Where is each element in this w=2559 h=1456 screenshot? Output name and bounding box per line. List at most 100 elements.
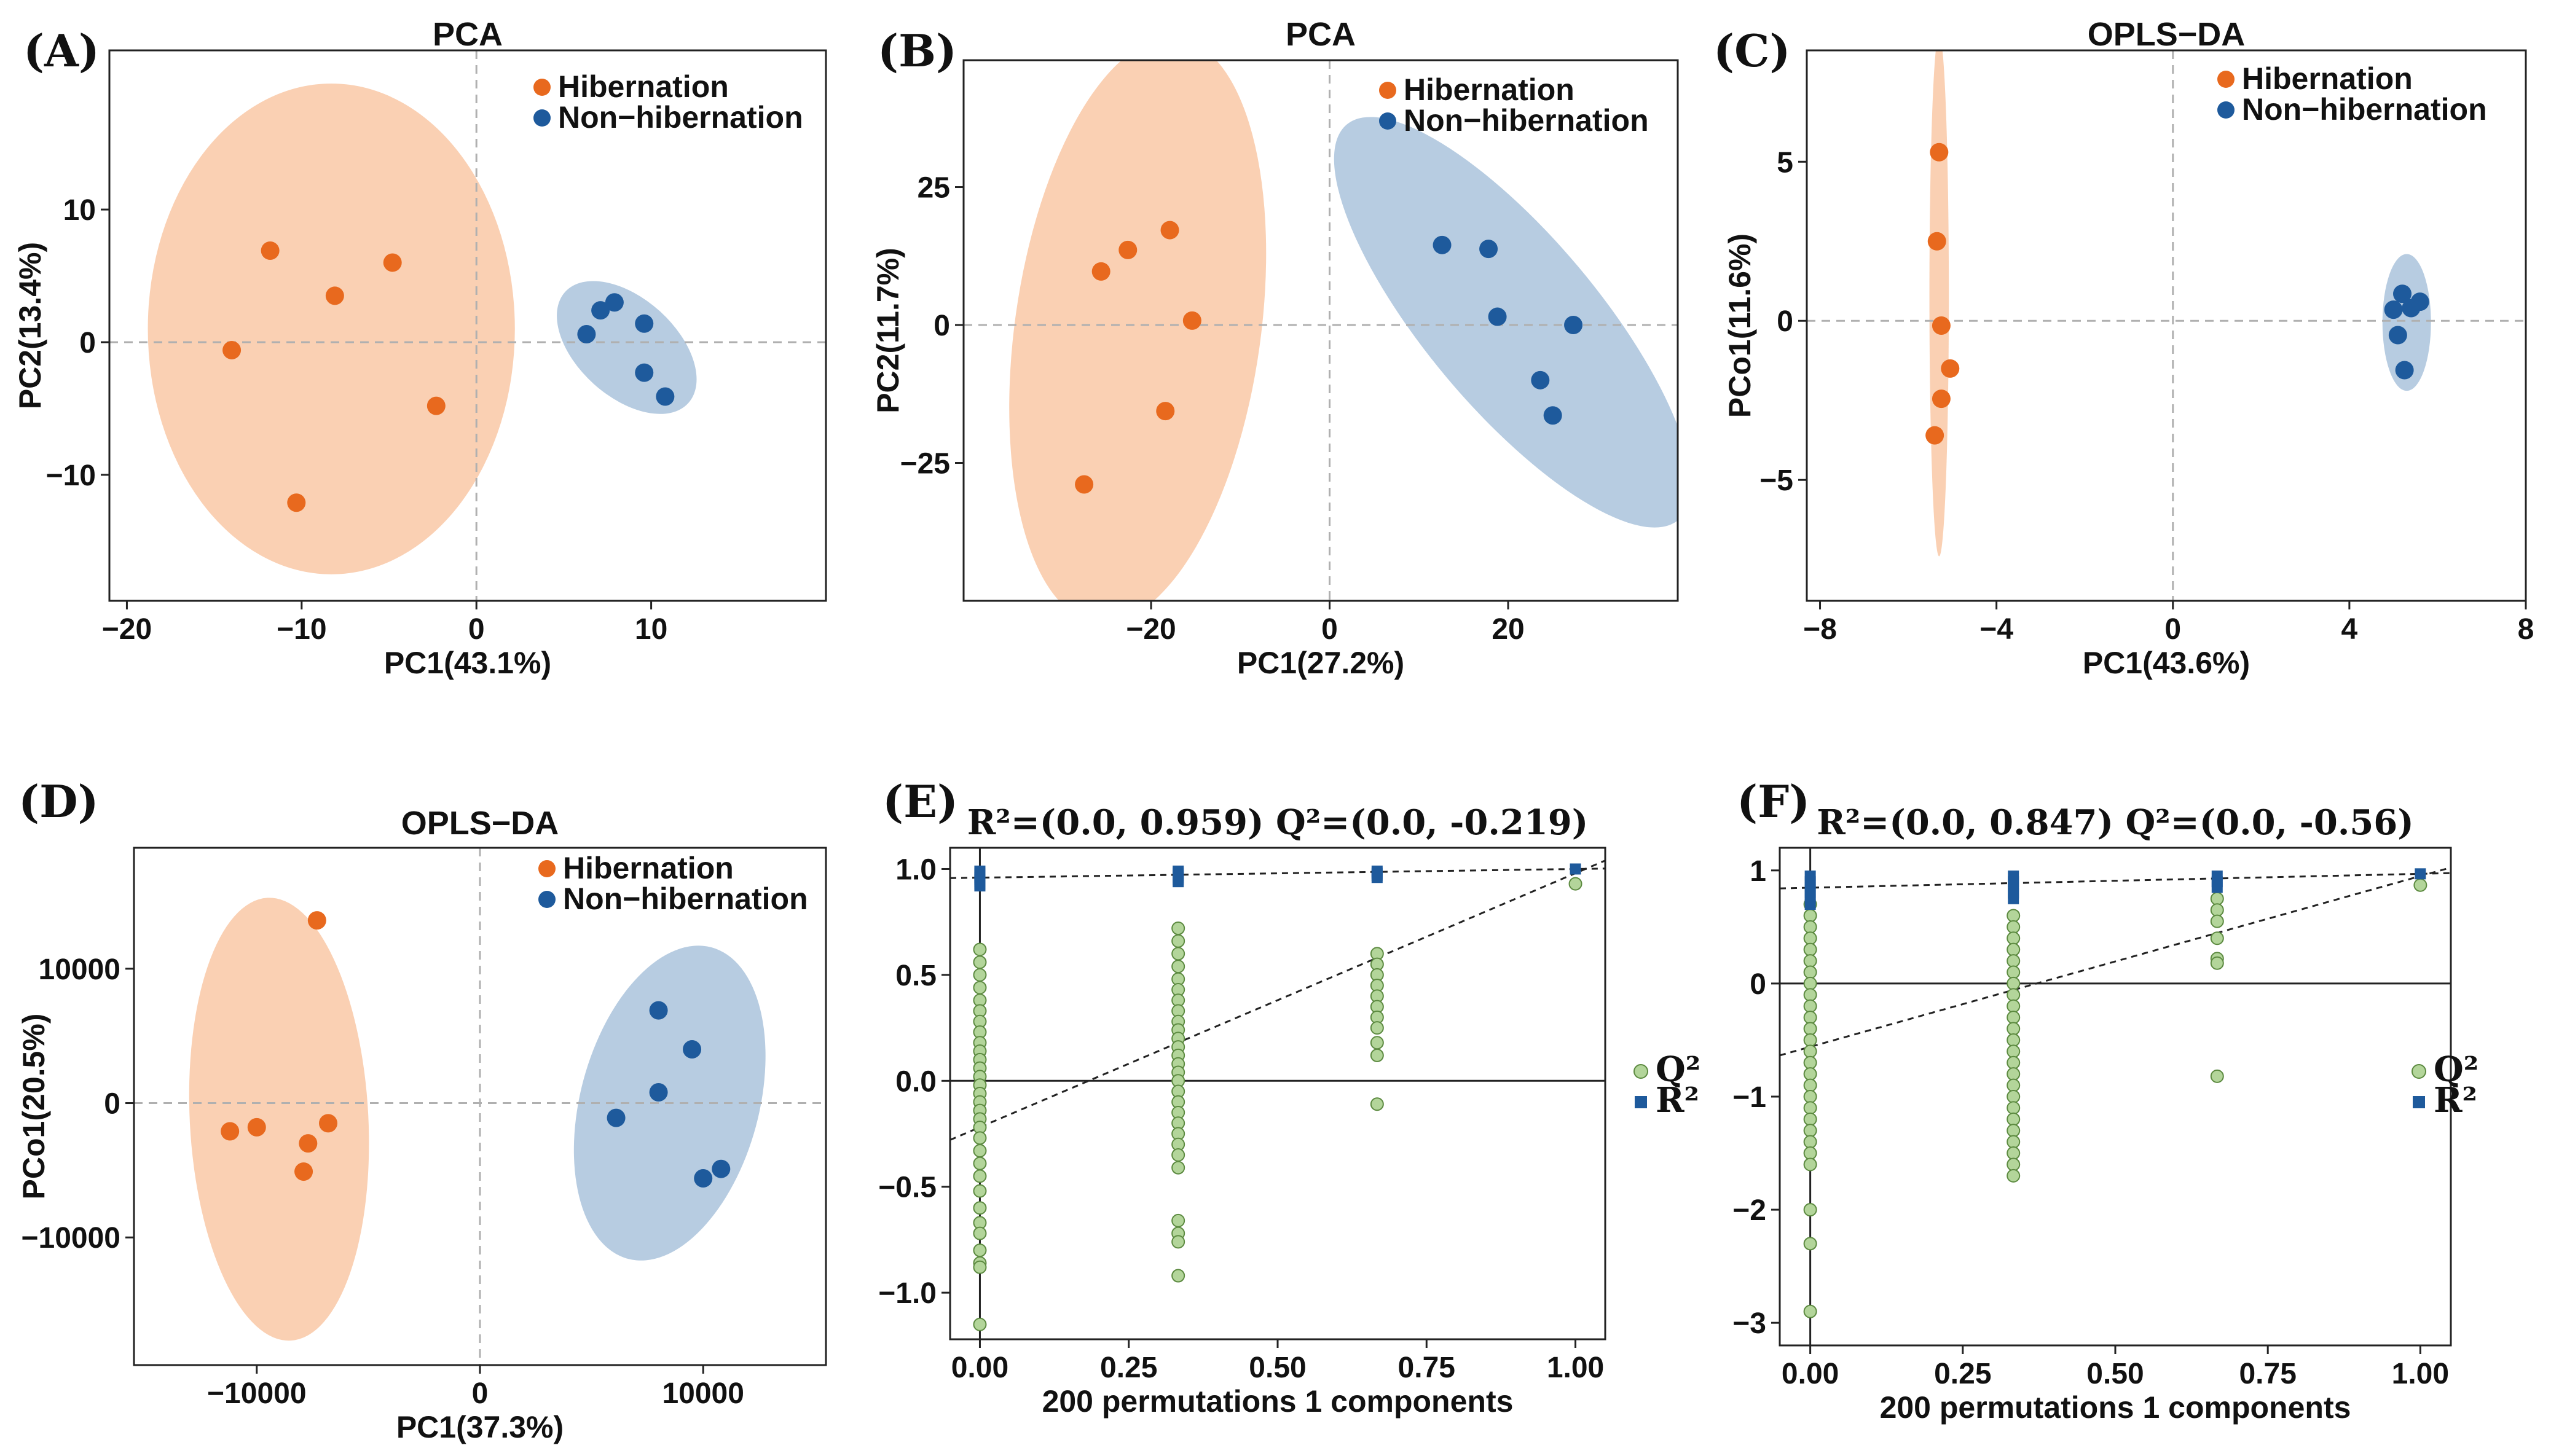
legend-label: Non−hibernation xyxy=(563,882,808,916)
legend-label: Hibernation xyxy=(558,69,729,104)
q2-point xyxy=(1171,947,1185,961)
non-hibernation-point xyxy=(2384,300,2403,319)
x-tick-label: 0.00 xyxy=(1782,1358,1839,1390)
q2-point xyxy=(973,1226,987,1240)
q2-point xyxy=(1803,1304,1817,1318)
q2-point xyxy=(1370,1048,1384,1062)
non-hibernation-point xyxy=(635,363,654,382)
q2-point xyxy=(973,955,987,969)
y-tick-label: 0.5 xyxy=(895,960,937,992)
x-tick-label: 0.50 xyxy=(1249,1352,1306,1384)
q2-point xyxy=(2007,1011,2021,1025)
r2-point xyxy=(2415,868,2426,880)
q2-point xyxy=(1803,976,1817,990)
q2-point xyxy=(2007,1146,2021,1160)
q2-point xyxy=(1803,1157,1817,1172)
non-hibernation-point xyxy=(649,1001,668,1020)
q2-point xyxy=(1803,1090,1817,1103)
q2-point xyxy=(2007,931,2021,945)
x-axis-label: 200 permutations 1 components xyxy=(1042,1384,1514,1419)
chart-title: R²=(0.0, 0.847) Q²=(0.0, -0.56) xyxy=(1817,802,2414,843)
hibernation-point xyxy=(221,1122,240,1141)
non-hibernation-point xyxy=(649,1083,668,1102)
q2-point xyxy=(2210,903,2224,917)
x-tick-label: −8 xyxy=(1803,613,1837,646)
y-axis-label: PCo1(11.6%) xyxy=(1723,233,1757,418)
panel-label: (D) xyxy=(18,775,99,828)
y-tick-label: −25 xyxy=(900,448,950,480)
y-tick-label: 0 xyxy=(1750,968,1766,1001)
hibernation-point xyxy=(1941,359,1960,378)
q2-point xyxy=(1171,1148,1185,1162)
panel-label: (B) xyxy=(878,25,957,77)
x-tick-label: 0.25 xyxy=(1100,1352,1157,1384)
hibernation-point xyxy=(261,241,280,260)
q2-point xyxy=(1171,1213,1185,1227)
plot-area xyxy=(1807,50,2526,601)
q2-point xyxy=(2007,1101,2021,1115)
x-tick-label: 10000 xyxy=(662,1377,744,1410)
q2-point xyxy=(973,968,987,982)
q2-point xyxy=(2007,954,2021,968)
q2-point xyxy=(1803,942,1817,957)
q2-point xyxy=(1803,1055,1817,1070)
hibernation-point xyxy=(299,1134,318,1153)
panel-c: −8 −4 0 4 8 −5 0 5 PC1(43.6%) PCo1(11.6%) (C) OPLS−… xyxy=(1713,16,2534,680)
x-tick-label: 0 xyxy=(1321,613,1338,646)
plot-area xyxy=(134,848,826,1365)
panel-a: −20 −10 0 10 −10 0 10 PC1(43.1%) PC2(13.4%) (A) PC… xyxy=(13,16,827,680)
q2-legend-marker xyxy=(2412,1064,2426,1079)
y-tick-label: 5 xyxy=(1777,146,1793,179)
q2-point xyxy=(973,980,987,995)
q2-point xyxy=(973,1144,987,1158)
q2-point xyxy=(1171,934,1185,948)
q2-point xyxy=(2007,1067,2021,1081)
hibernation-point xyxy=(1930,143,1949,162)
q2-point xyxy=(973,942,987,957)
r2-point xyxy=(974,880,986,892)
non-hibernation-legend-marker xyxy=(1379,112,1396,130)
y-tick-label: 10000 xyxy=(39,953,120,986)
plot-frame xyxy=(949,847,1606,1341)
q2-point xyxy=(2007,1022,2021,1036)
q2-point xyxy=(2007,1078,2021,1092)
legend-label: Non−hibernation xyxy=(1404,103,1649,138)
y-tick-label: 0.0 xyxy=(895,1065,937,1098)
non-hibernation-point xyxy=(1479,240,1498,259)
y-tick-label: −1.0 xyxy=(878,1277,937,1310)
q2-point xyxy=(2007,988,2021,1002)
y-tick-label: −10 xyxy=(46,460,96,492)
q2-point xyxy=(1803,1067,1817,1081)
non-hibernation-point xyxy=(605,293,624,312)
non-hibernation-point xyxy=(2393,284,2412,303)
q2-point xyxy=(1568,877,1582,891)
x-axis-label: PC1(27.2%) xyxy=(1237,646,1404,680)
hibernation-ellipse xyxy=(1929,50,1949,557)
y-tick-label: 1 xyxy=(1750,855,1766,888)
q2-point xyxy=(2007,1090,2021,1103)
y-tick-label: 0 xyxy=(934,310,950,342)
plot-frame xyxy=(962,59,1679,602)
q2-point xyxy=(2007,1124,2021,1138)
x-tick-label: −20 xyxy=(102,613,152,646)
hibernation-legend-marker xyxy=(1379,82,1396,99)
q2-point xyxy=(973,1169,987,1183)
q2-point xyxy=(1803,999,1817,1013)
q2-point xyxy=(2007,920,2021,934)
hibernation-point xyxy=(1075,475,1094,494)
non-hibernation-point xyxy=(591,301,610,320)
chart-title: PCA xyxy=(433,16,503,53)
r2-legend-marker xyxy=(1635,1096,1647,1108)
x-tick-label: 0.50 xyxy=(2086,1358,2144,1390)
legend-label: Q² xyxy=(2434,1049,2478,1090)
non-hibernation-point xyxy=(1488,307,1507,326)
hibernation-point xyxy=(383,253,402,272)
chart-title: OPLS−DA xyxy=(401,805,559,842)
q2-point xyxy=(1370,1021,1384,1035)
plot-area xyxy=(109,50,826,601)
q2-point xyxy=(2210,891,2224,906)
q2-point xyxy=(1803,1011,1817,1025)
x-axis-label: 200 permutations 1 components xyxy=(1880,1390,2351,1425)
q2-point xyxy=(1803,1203,1817,1217)
